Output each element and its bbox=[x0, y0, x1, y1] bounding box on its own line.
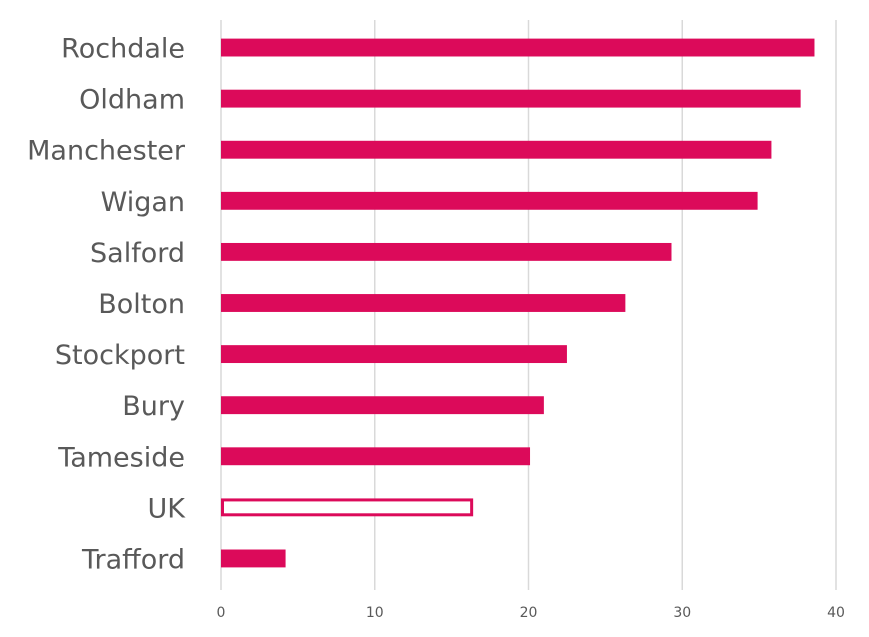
x-tick-label: 10 bbox=[366, 605, 384, 621]
category-label-wigan: Wigan bbox=[101, 187, 185, 218]
bar-trafford bbox=[221, 549, 286, 568]
bar-salford bbox=[221, 242, 672, 261]
category-label-bolton: Bolton bbox=[98, 289, 185, 320]
category-label-bury: Bury bbox=[122, 391, 185, 422]
bar-stockport bbox=[221, 345, 567, 364]
category-labels: Rochdale Oldham Manchester Wigan Salford Bolt… bbox=[27, 34, 186, 576]
bar-wigan bbox=[221, 191, 758, 210]
x-axis-tick-labels: 0 10 20 30 40 bbox=[217, 605, 845, 621]
category-label-oldham: Oldham bbox=[79, 85, 185, 116]
x-tick-label: 0 bbox=[217, 605, 226, 621]
category-label-trafford: Trafford bbox=[81, 544, 185, 575]
category-label-uk: UK bbox=[148, 493, 187, 524]
bar-bury bbox=[221, 396, 544, 415]
x-tick-label: 20 bbox=[520, 605, 538, 621]
bars bbox=[221, 38, 815, 568]
category-label-manchester: Manchester bbox=[27, 136, 186, 167]
bar-manchester bbox=[221, 140, 772, 159]
bar-oldham bbox=[221, 89, 801, 108]
category-label-salford: Salford bbox=[90, 238, 185, 269]
bar-rochdale bbox=[221, 38, 815, 57]
category-label-tameside: Tameside bbox=[57, 442, 185, 473]
x-tick-label: 30 bbox=[673, 605, 691, 621]
x-tick-label: 40 bbox=[827, 605, 845, 621]
category-label-stockport: Stockport bbox=[55, 340, 185, 371]
bar-tameside bbox=[221, 447, 531, 466]
bar-uk bbox=[221, 498, 474, 517]
category-label-rochdale: Rochdale bbox=[61, 34, 185, 65]
bar-bolton bbox=[221, 294, 626, 312]
